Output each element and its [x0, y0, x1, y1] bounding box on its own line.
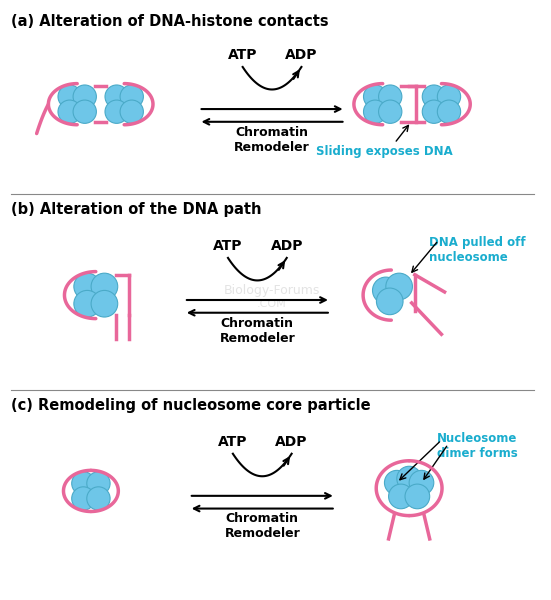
Text: ATP: ATP [213, 239, 243, 253]
Circle shape [376, 288, 403, 314]
Circle shape [364, 85, 387, 108]
Circle shape [91, 290, 118, 317]
Circle shape [73, 85, 96, 108]
Text: (c) Remodeling of nucleosome core particle: (c) Remodeling of nucleosome core partic… [10, 398, 370, 413]
Circle shape [105, 85, 128, 108]
Circle shape [397, 466, 422, 491]
Circle shape [74, 290, 100, 317]
Circle shape [379, 85, 402, 108]
Circle shape [73, 100, 96, 124]
Circle shape [72, 472, 95, 495]
Circle shape [58, 100, 82, 124]
Circle shape [385, 470, 409, 495]
Circle shape [87, 487, 110, 510]
Circle shape [74, 273, 100, 300]
Text: Biology-Forums: Biology-Forums [224, 284, 320, 297]
Circle shape [372, 277, 399, 304]
Circle shape [405, 484, 430, 509]
Circle shape [58, 85, 82, 108]
Text: ATP: ATP [218, 435, 247, 449]
Text: ADP: ADP [276, 435, 308, 449]
Circle shape [120, 100, 143, 124]
Circle shape [422, 100, 446, 124]
Circle shape [87, 472, 110, 495]
Text: .COM: .COM [257, 299, 287, 309]
Circle shape [386, 273, 413, 300]
Text: Chromatin
Remodeler: Chromatin Remodeler [224, 512, 300, 541]
Circle shape [388, 484, 413, 509]
Text: Sliding exposes DNA: Sliding exposes DNA [316, 145, 453, 158]
Circle shape [437, 85, 461, 108]
Text: (a) Alteration of DNA-histone contacts: (a) Alteration of DNA-histone contacts [10, 14, 328, 29]
Text: Chromatin
Remodeler: Chromatin Remodeler [219, 317, 295, 344]
Text: ADP: ADP [271, 239, 303, 253]
Text: DNA pulled off
nucleosome: DNA pulled off nucleosome [429, 236, 525, 265]
Circle shape [379, 100, 402, 124]
Circle shape [120, 85, 143, 108]
Circle shape [72, 487, 95, 510]
Circle shape [364, 100, 387, 124]
Text: Nucleosome
dimer forms: Nucleosome dimer forms [436, 432, 517, 460]
Circle shape [437, 100, 461, 124]
Circle shape [422, 85, 446, 108]
Text: Chromatin
Remodeler: Chromatin Remodeler [234, 126, 310, 154]
Circle shape [105, 100, 128, 124]
Text: ATP: ATP [228, 48, 257, 62]
Circle shape [91, 273, 118, 300]
Text: ADP: ADP [285, 48, 318, 62]
Text: (b) Alteration of the DNA path: (b) Alteration of the DNA path [10, 202, 261, 217]
Circle shape [409, 470, 434, 495]
